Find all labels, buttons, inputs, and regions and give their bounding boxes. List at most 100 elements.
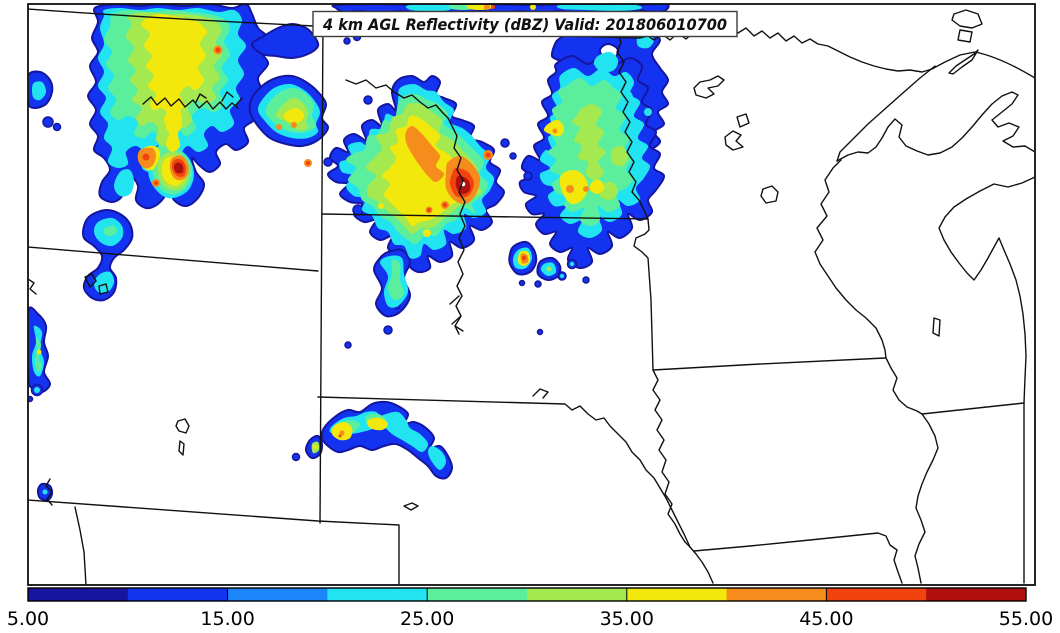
state-border xyxy=(693,532,903,584)
radar-echo xyxy=(484,4,490,10)
radar-echo xyxy=(52,122,62,132)
radar-echo xyxy=(276,124,282,130)
colorbar-segment xyxy=(726,588,827,601)
state-border xyxy=(454,325,464,332)
radar-echo xyxy=(582,276,590,284)
radar-echo xyxy=(491,5,495,9)
colorbar-segment xyxy=(527,588,628,601)
radar-echo xyxy=(593,51,619,73)
radar-echo xyxy=(352,204,364,216)
state-border xyxy=(45,478,53,506)
colorbar-tick-label: 25.00 xyxy=(400,608,454,630)
colorbar-tick-label: 55.00 xyxy=(999,608,1053,630)
radar-echo xyxy=(283,107,305,123)
colorbar-segment xyxy=(427,588,528,601)
state-border xyxy=(178,440,185,456)
state-border-layer xyxy=(28,8,1035,585)
radar-echo xyxy=(114,169,134,197)
radar-echo xyxy=(383,325,393,335)
colorbar xyxy=(27,587,1027,602)
radar-echo xyxy=(344,341,352,349)
state-border xyxy=(84,273,97,288)
state-border xyxy=(74,506,87,585)
radar-echo xyxy=(485,152,491,158)
radar-echo xyxy=(163,107,182,153)
radar-echo xyxy=(534,280,542,288)
state-border xyxy=(836,91,1035,162)
radar-echo xyxy=(405,125,444,183)
radar-echo xyxy=(42,116,54,128)
state-border xyxy=(814,159,939,584)
state-border xyxy=(693,75,725,99)
radar-echo xyxy=(559,169,589,205)
state-border xyxy=(760,185,779,204)
radar-echo xyxy=(378,203,384,209)
radar-echo xyxy=(367,417,389,431)
state-border xyxy=(449,295,460,305)
state-border xyxy=(652,369,691,548)
colorbar-segment xyxy=(227,588,328,601)
state-border xyxy=(195,93,207,103)
colorbar-segment xyxy=(28,588,129,601)
state-border xyxy=(532,388,549,399)
state-border xyxy=(948,49,979,75)
colorbar-segment xyxy=(626,588,728,601)
radar-echo xyxy=(306,161,310,165)
state-border xyxy=(28,246,319,272)
radar-echo xyxy=(543,119,565,137)
radar-echo xyxy=(571,103,606,181)
radar-echo xyxy=(589,87,595,93)
state-border xyxy=(221,91,234,102)
radar-echo xyxy=(530,4,536,10)
radar-echo xyxy=(583,186,589,192)
state-border xyxy=(319,19,324,524)
state-border xyxy=(957,29,973,43)
state-border xyxy=(616,32,649,220)
radar-echo xyxy=(556,4,642,12)
radar-echo xyxy=(644,108,652,116)
radar-echo xyxy=(442,202,448,208)
radar-echo xyxy=(569,261,575,267)
radar-echo xyxy=(31,81,47,101)
map-title: 4 km AGL Reflectivity (dBZ) Valid: 20180… xyxy=(322,15,727,34)
radar-echo xyxy=(173,162,184,174)
radar-echo xyxy=(42,489,48,495)
radar-echo xyxy=(339,430,345,436)
radar-echo xyxy=(379,411,429,453)
radar-echo xyxy=(323,157,333,167)
colorbar-tick-label: 45.00 xyxy=(799,608,853,630)
radar-echo xyxy=(428,446,447,470)
radar-echo xyxy=(589,179,605,195)
colorbar-tick-label: 35.00 xyxy=(600,608,654,630)
colorbar-segment xyxy=(926,588,1027,601)
state-border xyxy=(736,113,750,128)
radar-echo xyxy=(142,153,150,161)
radar-echo xyxy=(154,181,158,185)
radar-echo-layer xyxy=(28,4,670,502)
radar-echo xyxy=(197,27,207,37)
state-border xyxy=(142,96,239,110)
radar-echo xyxy=(523,171,533,181)
state-border xyxy=(321,213,649,220)
state-border xyxy=(28,278,37,295)
radar-echo xyxy=(500,138,510,148)
radar-echo xyxy=(251,22,320,60)
radar-echo xyxy=(338,434,342,438)
radar-echo xyxy=(610,145,628,167)
radar-echo xyxy=(423,229,431,237)
state-border xyxy=(28,499,400,585)
radar-echo xyxy=(387,259,405,301)
state-border xyxy=(633,218,654,371)
state-border xyxy=(235,97,243,106)
state-border xyxy=(451,315,462,325)
radar-echo xyxy=(28,395,34,403)
state-border xyxy=(403,502,419,511)
state-border xyxy=(724,130,744,151)
colorbar-segment xyxy=(127,588,229,601)
radar-echo xyxy=(518,279,526,287)
radar-echo xyxy=(103,225,118,237)
radar-echo xyxy=(215,47,221,53)
radar-echo xyxy=(405,4,453,12)
